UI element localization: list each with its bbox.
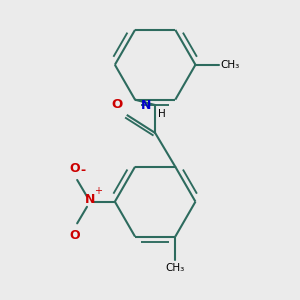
- Text: -: -: [81, 164, 86, 177]
- Text: CH₃: CH₃: [166, 263, 185, 273]
- Text: CH₃: CH₃: [220, 60, 239, 70]
- Text: O: O: [69, 229, 80, 242]
- Text: O: O: [69, 162, 80, 175]
- Text: N: N: [85, 193, 95, 206]
- Text: O: O: [111, 98, 123, 111]
- Text: N: N: [141, 99, 151, 112]
- Text: +: +: [94, 186, 102, 196]
- Text: H: H: [158, 109, 166, 119]
